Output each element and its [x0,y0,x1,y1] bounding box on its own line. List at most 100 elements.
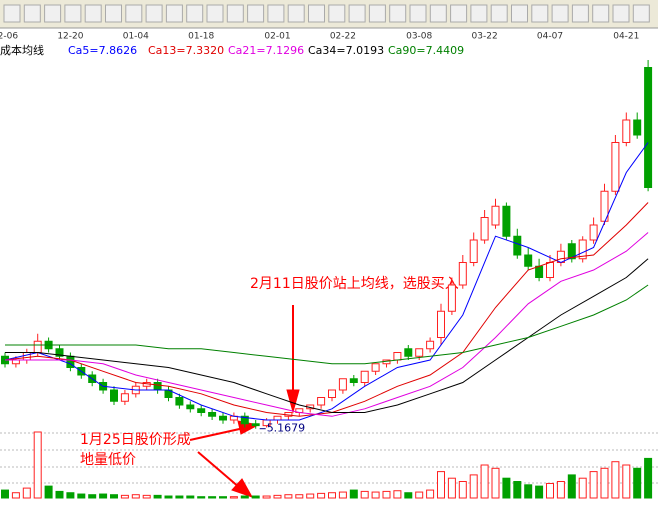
candle-body [513,235,522,256]
candle-body [219,415,227,421]
legend-entry: Ca13=7.3320 [148,44,224,57]
candle-body [567,243,576,260]
volume-bar [44,485,53,499]
candle-body [546,262,554,278]
tool-button[interactable] [186,4,204,23]
tool-button[interactable] [571,4,589,23]
tool-button[interactable] [3,4,21,23]
volume-bar [491,467,500,499]
volume-bar [546,482,554,499]
tool-button[interactable] [145,4,163,23]
tool-button[interactable] [328,4,346,23]
tool-button[interactable] [125,4,143,23]
annotation: 地量低价 [80,452,136,468]
toolbar-icons[interactable] [3,4,650,23]
volume-bar [295,494,304,499]
tool-button[interactable] [287,4,305,23]
volume-bar [415,491,424,499]
tool-button[interactable] [389,4,407,23]
volume-bar [535,485,544,499]
tool-button[interactable] [511,4,528,23]
tool-button[interactable] [64,4,82,23]
candle-body [273,415,282,421]
candle-body [22,352,31,361]
volume-bar [437,471,445,499]
candle-body [535,265,544,278]
volume-bar [229,496,238,499]
candle-body [393,352,402,361]
legend-entry: Ca21=7.1296 [228,44,304,57]
candle-body [589,224,598,241]
candle-body [371,363,380,372]
volume-bar [22,487,31,499]
volume-bar [153,494,162,499]
annotation: 2月11日股价站上均线，选股买入 [250,276,459,292]
tool-button[interactable] [105,4,122,23]
volume-bar [447,477,456,499]
candle-body [251,423,260,427]
tool-button[interactable] [470,4,488,23]
tool-button[interactable] [165,4,183,23]
tool-button[interactable] [531,4,549,23]
x-tick-label: 04-21 [613,32,639,42]
volume-bar [404,492,413,499]
tool-button[interactable] [450,4,468,23]
volume-bar [589,471,598,499]
tool-button[interactable] [23,4,41,23]
volume-bar [382,490,391,499]
tool-button[interactable] [429,4,447,23]
volume-bar [208,496,217,499]
tool-button[interactable] [84,4,102,23]
candle-body [110,389,118,402]
x-tick-label: 03-22 [472,32,498,42]
x-tick-label: 01-04 [123,32,149,42]
candle-body [491,205,500,226]
tool-button[interactable] [348,4,366,23]
volume-bar [349,489,358,499]
candle-body [611,142,620,192]
ma-line [5,284,649,365]
tool-button[interactable] [206,4,224,23]
volume-bar [317,492,326,499]
volume-bar [328,492,336,499]
volume-bar [251,495,260,499]
tool-button[interactable] [308,4,325,23]
candle-body [175,397,184,406]
ma-line [5,258,649,413]
candle-body [524,254,533,267]
candle-body [578,239,587,260]
tool-button[interactable] [592,4,610,23]
volume-bar [55,490,64,499]
volume-bar [131,494,140,499]
tool-button[interactable] [247,4,265,23]
tool-button[interactable] [612,4,630,23]
candle-body [437,310,445,338]
volume-bar [360,490,369,499]
candle-body [11,359,20,365]
tool-button[interactable] [226,4,244,23]
volume-bar [164,495,173,499]
candle-body [317,397,326,406]
candle-body [338,378,347,391]
tool-button[interactable] [490,4,508,23]
volume-bar [338,491,347,499]
tool-button[interactable] [409,4,427,23]
candle-body [469,239,478,263]
candle-body [480,217,489,241]
candle-body [153,382,162,391]
volume-bar [611,461,620,499]
tool-button[interactable] [368,4,386,23]
tool-button[interactable] [267,4,285,23]
tool-button[interactable] [551,4,569,23]
candle-body [197,408,206,413]
candle-body [447,284,456,312]
volume-bar [284,494,293,499]
tool-button[interactable] [632,4,650,23]
tool-button[interactable] [44,4,62,23]
volume-bar [578,477,587,499]
volume-bar [622,464,631,499]
x-tick-label: 02-01 [264,32,290,42]
volume-bar [66,492,75,499]
volume-bar [110,494,118,499]
